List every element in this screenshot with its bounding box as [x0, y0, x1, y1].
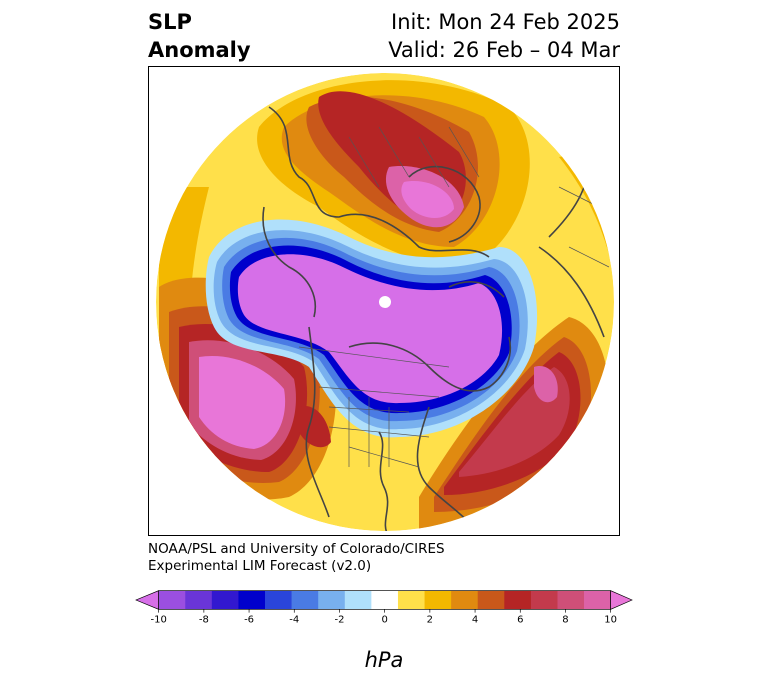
- valid-range: Valid: 26 Feb – 04 Mar: [388, 38, 620, 62]
- colorbar-tick-label: -10: [150, 615, 166, 626]
- colorbar-tick-label: -2: [334, 615, 344, 626]
- colorbar-cell: [158, 590, 186, 610]
- colorbar-ticks: -10 -8 -6 -4 -2 0 2 4 6 8 10: [150, 609, 617, 626]
- colorbar-extend-high: [610, 590, 633, 610]
- slp-anomaly-map: [156, 73, 614, 531]
- colorbar-tick-label: 4: [472, 615, 478, 626]
- colorbar-cell: [424, 590, 452, 610]
- colorbar-cell: [397, 590, 425, 610]
- colorbar-cell: [185, 590, 213, 610]
- colorbar: -10 -8 -6 -4 -2 0 2 4 6 8 10: [135, 590, 633, 626]
- colorbar-tick-label: 10: [604, 615, 617, 626]
- forecast-dates: Init: Mon 24 Feb 2025 Valid: 26 Feb – 04…: [388, 8, 620, 64]
- colorbar-cell: [451, 590, 479, 610]
- high-pressure-atlantic: [419, 317, 609, 531]
- data-credit: NOAA/PSL and University of Colorado/CIRE…: [148, 541, 445, 575]
- colorbar-tick-label: -8: [199, 615, 209, 626]
- colorbar-tick-label: 0: [381, 615, 387, 626]
- colorbar-cell: [344, 590, 372, 610]
- colorbar-tick-label: -6: [244, 615, 254, 626]
- colorbar-tick-label: 6: [517, 615, 523, 626]
- colorbar-cells: [135, 590, 633, 610]
- colorbar-cell: [504, 590, 532, 610]
- init-date: Init: Mon 24 Feb 2025: [391, 10, 620, 34]
- map-title: SLP Anomaly: [148, 8, 251, 64]
- map-panel: [148, 66, 620, 536]
- pole-marker: [379, 296, 391, 308]
- colorbar-cell: [238, 590, 266, 610]
- colorbar-cell: [371, 590, 399, 610]
- colorbar-tick-label: 8: [562, 615, 568, 626]
- credit-line-2: Experimental LIM Forecast (v2.0): [148, 558, 372, 574]
- colorbar-unit-label: hPa: [364, 648, 404, 672]
- title-line-1: SLP: [148, 10, 192, 34]
- colorbar-tick-label: -4: [289, 615, 299, 626]
- title-line-2: Anomaly: [148, 38, 251, 62]
- colorbar-cell: [265, 590, 292, 610]
- colorbar-cell: [530, 590, 558, 610]
- credit-line-1: NOAA/PSL and University of Colorado/CIRE…: [148, 541, 445, 557]
- colorbar-extend-low: [135, 590, 159, 610]
- low-pressure-arctic: [205, 219, 538, 438]
- colorbar-cell: [211, 590, 239, 610]
- coastlines: [262, 98, 605, 531]
- colorbar-cell: [477, 590, 505, 610]
- high-pressure-top: [257, 80, 530, 268]
- colorbar-tick-label: 2: [427, 615, 433, 626]
- colorbar-outline: [158, 590, 611, 610]
- colorbar-cell: [557, 590, 585, 610]
- colorbar-cell: [291, 590, 319, 610]
- colorbar-cell: [318, 590, 346, 610]
- colorbar-cell: [584, 590, 611, 610]
